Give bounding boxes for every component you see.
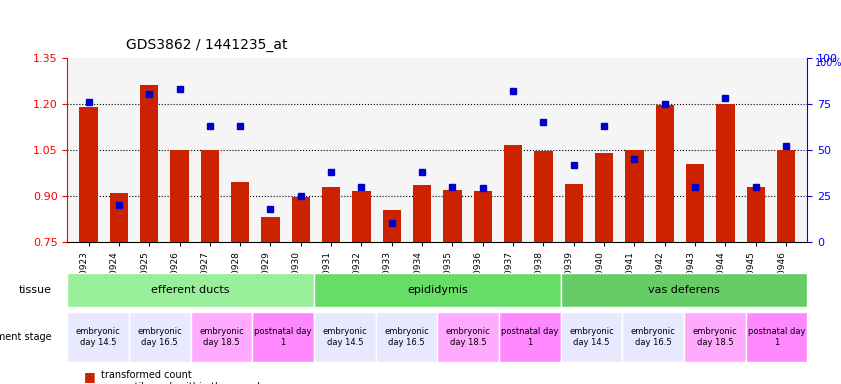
Text: ■: ■ xyxy=(84,382,96,384)
Text: percentile rank within the sample: percentile rank within the sample xyxy=(101,382,266,384)
Bar xyxy=(504,145,522,242)
FancyBboxPatch shape xyxy=(67,273,314,307)
Text: embryonic
day 16.5: embryonic day 16.5 xyxy=(137,327,182,347)
Bar xyxy=(777,150,796,242)
FancyBboxPatch shape xyxy=(499,312,561,362)
FancyBboxPatch shape xyxy=(314,273,561,307)
Text: postnatal day
1: postnatal day 1 xyxy=(748,327,806,347)
Bar xyxy=(140,85,158,242)
Bar xyxy=(413,185,431,242)
Text: postnatal day
1: postnatal day 1 xyxy=(501,327,558,347)
Bar xyxy=(383,210,401,242)
Bar xyxy=(564,184,583,242)
Text: ■: ■ xyxy=(84,370,96,383)
Text: postnatal day
1: postnatal day 1 xyxy=(254,327,312,347)
Text: embryonic
day 14.5: embryonic day 14.5 xyxy=(76,327,120,347)
FancyBboxPatch shape xyxy=(129,312,191,362)
Text: embryonic
day 16.5: embryonic day 16.5 xyxy=(631,327,675,347)
FancyBboxPatch shape xyxy=(376,312,437,362)
Bar xyxy=(79,107,98,242)
Text: embryonic
day 14.5: embryonic day 14.5 xyxy=(569,327,614,347)
Bar xyxy=(292,197,310,242)
Bar xyxy=(352,191,371,242)
Text: vas deferens: vas deferens xyxy=(648,285,720,295)
FancyBboxPatch shape xyxy=(437,312,499,362)
FancyBboxPatch shape xyxy=(561,312,622,362)
FancyBboxPatch shape xyxy=(684,312,746,362)
FancyBboxPatch shape xyxy=(67,312,129,362)
FancyBboxPatch shape xyxy=(746,312,807,362)
Text: 100%: 100% xyxy=(815,58,841,68)
Bar xyxy=(443,190,462,242)
Bar xyxy=(262,217,279,242)
Text: transformed count: transformed count xyxy=(101,370,192,380)
FancyBboxPatch shape xyxy=(561,273,807,307)
FancyBboxPatch shape xyxy=(622,312,684,362)
Text: embryonic
day 14.5: embryonic day 14.5 xyxy=(322,327,368,347)
FancyBboxPatch shape xyxy=(252,312,314,362)
Text: tissue: tissue xyxy=(19,285,52,295)
Text: epididymis: epididymis xyxy=(407,285,468,295)
Bar xyxy=(747,187,765,242)
Text: efferent ducts: efferent ducts xyxy=(151,285,230,295)
Bar xyxy=(656,105,674,242)
Bar xyxy=(109,193,128,242)
Bar xyxy=(473,191,492,242)
Bar xyxy=(201,150,219,242)
Bar xyxy=(595,153,613,242)
Bar xyxy=(717,104,734,242)
Bar xyxy=(626,150,643,242)
Bar xyxy=(231,182,249,242)
Text: embryonic
day 16.5: embryonic day 16.5 xyxy=(384,327,429,347)
Text: embryonic
day 18.5: embryonic day 18.5 xyxy=(692,327,738,347)
Text: embryonic
day 18.5: embryonic day 18.5 xyxy=(446,327,490,347)
Text: embryonic
day 18.5: embryonic day 18.5 xyxy=(199,327,244,347)
Bar xyxy=(686,164,704,242)
Text: GDS3862 / 1441235_at: GDS3862 / 1441235_at xyxy=(126,38,288,52)
FancyBboxPatch shape xyxy=(314,312,376,362)
Text: development stage: development stage xyxy=(0,332,52,342)
Bar xyxy=(322,187,341,242)
Bar xyxy=(171,150,188,242)
FancyBboxPatch shape xyxy=(191,312,252,362)
Bar xyxy=(534,151,553,242)
